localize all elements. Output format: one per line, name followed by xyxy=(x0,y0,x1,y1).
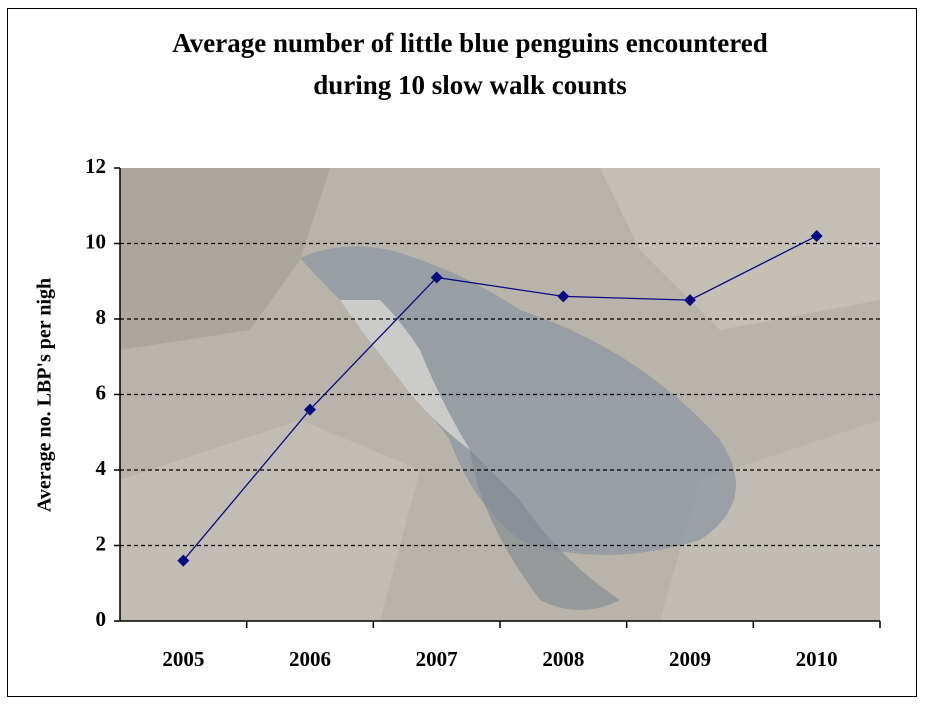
y-tick-label: 12 xyxy=(85,154,106,178)
y-tick-label: 4 xyxy=(96,456,107,480)
data-point xyxy=(430,271,443,284)
x-tick-label: 2008 xyxy=(542,647,584,671)
x-tick-label: 2010 xyxy=(796,647,838,671)
y-axis-label: Average no. LBP's per nigh xyxy=(34,278,56,512)
data-point xyxy=(177,554,190,567)
chart-title: during 10 slow walk counts xyxy=(313,70,627,100)
chart-title: Average number of little blue penguins e… xyxy=(172,28,768,58)
series-line xyxy=(182,235,817,562)
data-point xyxy=(684,294,696,307)
y-tick-label: 0 xyxy=(96,607,107,631)
data-point xyxy=(304,403,316,416)
data-point xyxy=(557,290,570,303)
x-tick-label: 2006 xyxy=(289,647,331,671)
y-tick-label: 6 xyxy=(96,380,107,404)
x-tick-label: 2009 xyxy=(669,647,711,671)
x-tick-label: 2007 xyxy=(416,647,458,671)
y-tick-label: 2 xyxy=(96,531,107,555)
y-tick-label: 8 xyxy=(96,305,107,329)
y-tick-label: 10 xyxy=(85,229,106,253)
x-tick-label: 2005 xyxy=(162,647,204,671)
data-point xyxy=(810,229,823,242)
